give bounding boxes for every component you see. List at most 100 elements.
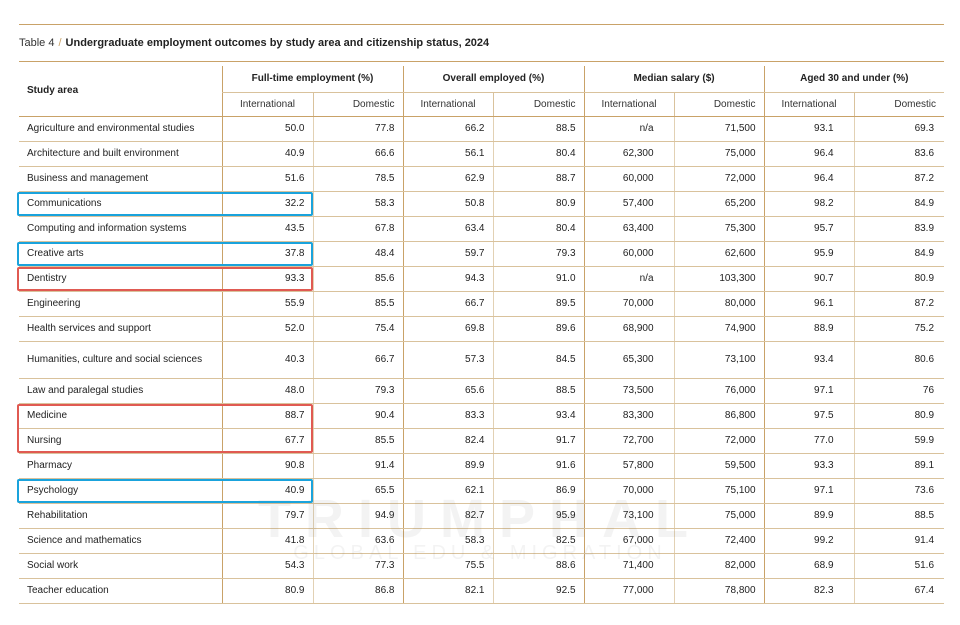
subheader-domestic: Domestic xyxy=(492,92,585,117)
table-row: Computing and information systems 43.5 67.… xyxy=(19,216,945,242)
value-cell-age-dom: 87.2 xyxy=(853,291,945,317)
group-header-salary: Median salary ($) xyxy=(583,66,765,93)
study-area-cell: Architecture and built environment xyxy=(19,141,222,167)
value-cell-ft-dom: 79.3 xyxy=(312,378,403,404)
value-cell-oe-int: 56.1 xyxy=(402,141,493,167)
value-cell-ft-int: 54.3 xyxy=(221,553,313,579)
value-cell-ft-int: 51.6 xyxy=(221,166,313,192)
value-cell-sal-int: 73,100 xyxy=(583,503,675,529)
value-cell-sal-dom: 76,000 xyxy=(673,378,765,404)
value-cell-oe-dom: 88.7 xyxy=(492,166,585,192)
table-caption: Table 4/Undergraduate employment outcome… xyxy=(19,36,944,50)
value-cell-sal-dom: 72,000 xyxy=(673,166,765,192)
value-cell-oe-dom: 80.4 xyxy=(492,141,585,167)
value-cell-sal-int: 57,400 xyxy=(583,191,675,217)
group-header-overall: Overall employed (%) xyxy=(402,66,585,93)
value-cell-age-dom: 51.6 xyxy=(853,553,945,579)
table-row: Pharmacy 90.8 91.4 89.9 91.6 57,800 59,500 93.3… xyxy=(19,453,945,479)
value-cell-sal-int: 65,300 xyxy=(583,341,675,379)
value-cell-oe-int: 57.3 xyxy=(402,341,493,379)
value-cell-age-int: 96.1 xyxy=(763,291,855,317)
value-cell-ft-dom: 77.8 xyxy=(312,116,403,142)
subheader-domestic: Domestic xyxy=(673,92,765,117)
value-cell-ft-int: 40.3 xyxy=(221,341,313,379)
value-cell-sal-dom: 78,800 xyxy=(673,578,765,604)
value-cell-age-int: 97.5 xyxy=(763,403,855,429)
value-cell-ft-dom: 48.4 xyxy=(312,241,403,267)
study-area-cell: Science and mathematics xyxy=(19,528,222,554)
value-cell-sal-dom: 65,200 xyxy=(673,191,765,217)
value-cell-age-dom: 73.6 xyxy=(853,478,945,504)
value-cell-age-dom: 83.6 xyxy=(853,141,945,167)
value-cell-ft-dom: 63.6 xyxy=(312,528,403,554)
study-area-cell: Psychology xyxy=(19,478,222,504)
value-cell-age-int: 96.4 xyxy=(763,141,855,167)
value-cell-ft-int: 88.7 xyxy=(221,403,313,429)
value-cell-ft-int: 93.3 xyxy=(221,266,313,292)
value-cell-ft-int: 80.9 xyxy=(221,578,313,604)
table-frame: Table 4/Undergraduate employment outcome… xyxy=(19,24,945,604)
value-cell-oe-dom: 95.9 xyxy=(492,503,585,529)
study-area-cell: Teacher education xyxy=(19,578,222,604)
value-cell-sal-int: n/a xyxy=(583,116,675,142)
value-cell-ft-dom: 75.4 xyxy=(312,316,403,342)
value-cell-age-dom: 87.2 xyxy=(853,166,945,192)
subheader-domestic: Domestic xyxy=(312,92,403,117)
table-row: Social work 54.3 77.3 75.5 88.6 71,400 82,000 6… xyxy=(19,553,945,579)
table-row: Nursing 67.7 85.5 82.4 91.7 72,700 72,000 77.0 5… xyxy=(19,428,945,454)
value-cell-oe-int: 75.5 xyxy=(402,553,493,579)
value-cell-age-int: 90.7 xyxy=(763,266,855,292)
value-cell-sal-dom: 72,400 xyxy=(673,528,765,554)
value-cell-sal-int: 72,700 xyxy=(583,428,675,454)
study-area-cell: Communications xyxy=(19,191,222,217)
value-cell-ft-dom: 67.8 xyxy=(312,216,403,242)
value-cell-ft-int: 67.7 xyxy=(221,428,313,454)
value-cell-sal-int: 70,000 xyxy=(583,478,675,504)
value-cell-age-int: 93.3 xyxy=(763,453,855,479)
value-cell-age-dom: 84.9 xyxy=(853,191,945,217)
value-cell-age-dom: 80.9 xyxy=(853,266,945,292)
value-cell-ft-dom: 66.6 xyxy=(312,141,403,167)
table-row: Medicine 88.7 90.4 83.3 93.4 83,300 86,800 97.5… xyxy=(19,403,945,429)
value-cell-ft-dom: 77.3 xyxy=(312,553,403,579)
value-cell-ft-dom: 94.9 xyxy=(312,503,403,529)
value-cell-oe-dom: 93.4 xyxy=(492,403,585,429)
value-cell-ft-dom: 86.8 xyxy=(312,578,403,604)
value-cell-age-int: 93.4 xyxy=(763,341,855,379)
group-header-aged: Aged 30 and under (%) xyxy=(763,66,945,93)
value-cell-sal-int: 67,000 xyxy=(583,528,675,554)
value-cell-oe-dom: 88.5 xyxy=(492,378,585,404)
table-row: Law and paralegal studies 48.0 79.3 65.6 88.… xyxy=(19,378,945,404)
value-cell-age-int: 89.9 xyxy=(763,503,855,529)
value-cell-oe-int: 59.7 xyxy=(402,241,493,267)
value-cell-sal-dom: 75,000 xyxy=(673,141,765,167)
value-cell-sal-dom: 82,000 xyxy=(673,553,765,579)
study-area-cell: Creative arts xyxy=(19,241,222,267)
value-cell-ft-dom: 65.5 xyxy=(312,478,403,504)
value-cell-age-dom: 83.9 xyxy=(853,216,945,242)
table-row: Business and management 51.6 78.5 62.9 88.7 6… xyxy=(19,166,945,192)
value-cell-oe-int: 82.1 xyxy=(402,578,493,604)
value-cell-sal-int: 71,400 xyxy=(583,553,675,579)
value-cell-oe-dom: 91.6 xyxy=(492,453,585,479)
value-cell-age-dom: 80.9 xyxy=(853,403,945,429)
table-row: Dentistry 93.3 85.6 94.3 91.0 n/a 103,300 90.7 8… xyxy=(19,266,945,292)
value-cell-ft-int: 43.5 xyxy=(221,216,313,242)
table-row: Architecture and built environment 40.9 66… xyxy=(19,141,945,167)
study-area-cell: Humanities, culture and social sciences xyxy=(19,341,222,379)
study-area-cell: Health services and support xyxy=(19,316,222,342)
value-cell-age-int: 99.2 xyxy=(763,528,855,554)
value-cell-age-dom: 91.4 xyxy=(853,528,945,554)
value-cell-sal-int: 60,000 xyxy=(583,241,675,267)
value-cell-oe-dom: 88.6 xyxy=(492,553,585,579)
value-cell-sal-dom: 86,800 xyxy=(673,403,765,429)
value-cell-oe-dom: 80.9 xyxy=(492,191,585,217)
value-cell-oe-int: 82.4 xyxy=(402,428,493,454)
value-cell-age-dom: 89.1 xyxy=(853,453,945,479)
value-cell-oe-dom: 84.5 xyxy=(492,341,585,379)
value-cell-ft-dom: 91.4 xyxy=(312,453,403,479)
subheader-domestic: Domestic xyxy=(853,92,945,117)
value-cell-sal-dom: 75,300 xyxy=(673,216,765,242)
table-title: Undergraduate employment outcomes by stu… xyxy=(65,37,490,49)
table-row: Communications 32.2 58.3 50.8 80.9 57,400 65,2… xyxy=(19,191,945,217)
